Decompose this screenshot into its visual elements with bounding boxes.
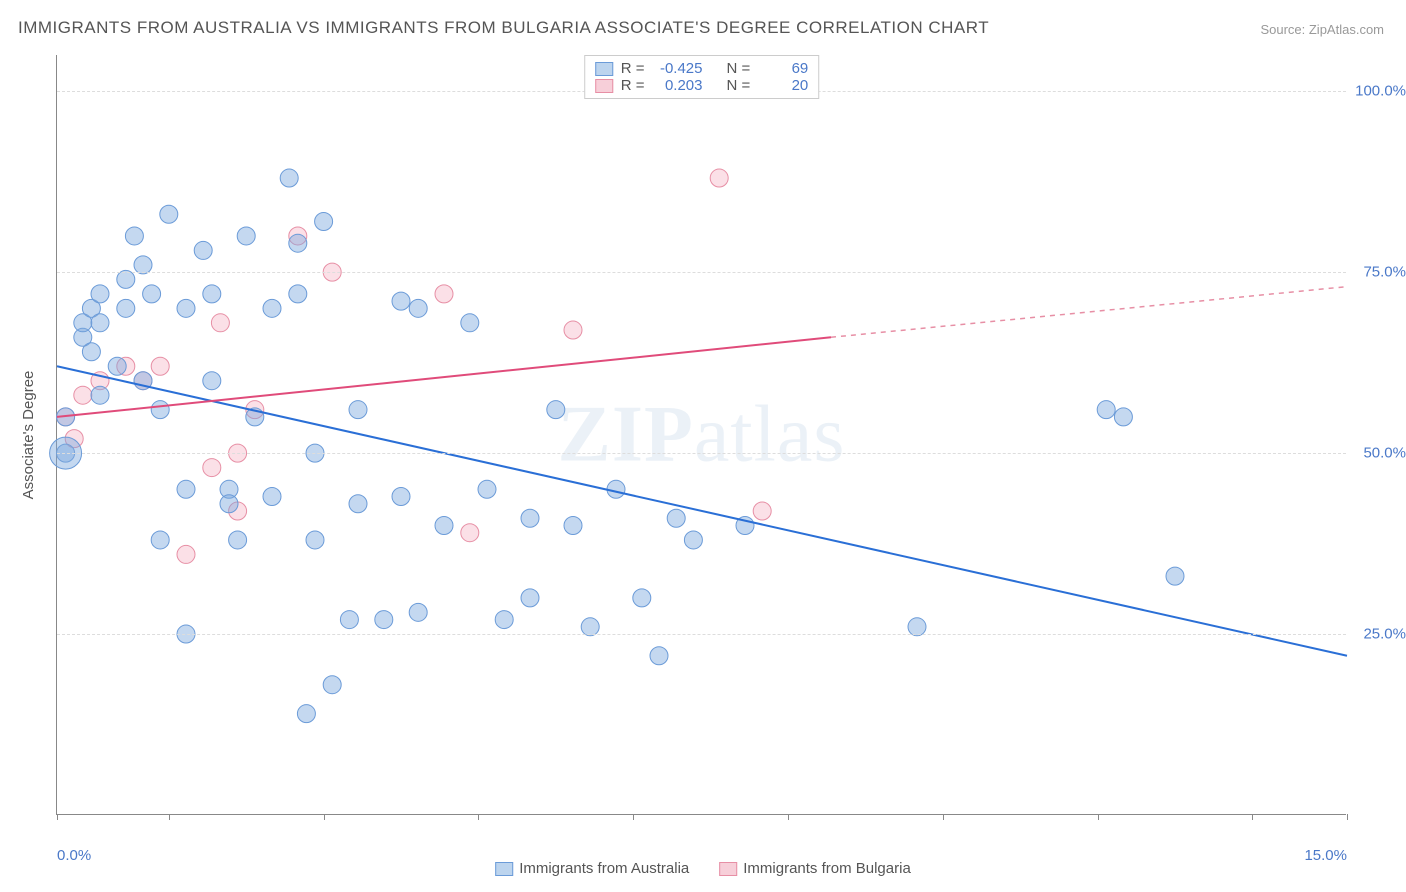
source-attribution: Source: ZipAtlas.com bbox=[1260, 22, 1384, 37]
y-axis-label: Associate's Degree bbox=[20, 371, 37, 500]
y-tick-label: 25.0% bbox=[1351, 626, 1406, 643]
x-tick-label: 15.0% bbox=[1304, 847, 1347, 864]
legend-n-label: N = bbox=[727, 60, 751, 77]
plot-area: ZIPatlas R = -0.425 N = 69 R = 0.203 N =… bbox=[56, 55, 1346, 815]
y-tick-label: 50.0% bbox=[1351, 445, 1406, 462]
legend-n-value-au: 69 bbox=[758, 60, 808, 77]
legend-n-value-bg: 20 bbox=[758, 77, 808, 94]
swatch-australia bbox=[595, 62, 613, 76]
x-tick-label: 0.0% bbox=[57, 847, 91, 864]
legend-r-value-bg: 0.203 bbox=[653, 77, 703, 94]
legend-row-bulgaria: R = 0.203 N = 20 bbox=[595, 77, 809, 94]
legend-label-bulgaria: Immigrants from Bulgaria bbox=[743, 860, 911, 877]
legend-item-bulgaria: Immigrants from Bulgaria bbox=[719, 860, 911, 877]
y-tick-label: 75.0% bbox=[1351, 264, 1406, 281]
legend-r-label: R = bbox=[621, 77, 645, 94]
legend-row-australia: R = -0.425 N = 69 bbox=[595, 60, 809, 77]
legend-item-australia: Immigrants from Australia bbox=[495, 860, 689, 877]
swatch-bulgaria bbox=[595, 79, 613, 93]
correlation-legend: R = -0.425 N = 69 R = 0.203 N = 20 bbox=[584, 55, 820, 99]
legend-label-australia: Immigrants from Australia bbox=[519, 860, 689, 877]
chart-title: IMMIGRANTS FROM AUSTRALIA VS IMMIGRANTS … bbox=[18, 18, 989, 38]
y-tick-label: 100.0% bbox=[1351, 83, 1406, 100]
legend-n-label: N = bbox=[727, 77, 751, 94]
legend-r-label: R = bbox=[621, 60, 645, 77]
chart-svg bbox=[57, 55, 1346, 814]
swatch-bulgaria bbox=[719, 862, 737, 876]
series-legend: Immigrants from Australia Immigrants fro… bbox=[495, 860, 911, 877]
legend-r-value-au: -0.425 bbox=[653, 60, 703, 77]
swatch-australia bbox=[495, 862, 513, 876]
